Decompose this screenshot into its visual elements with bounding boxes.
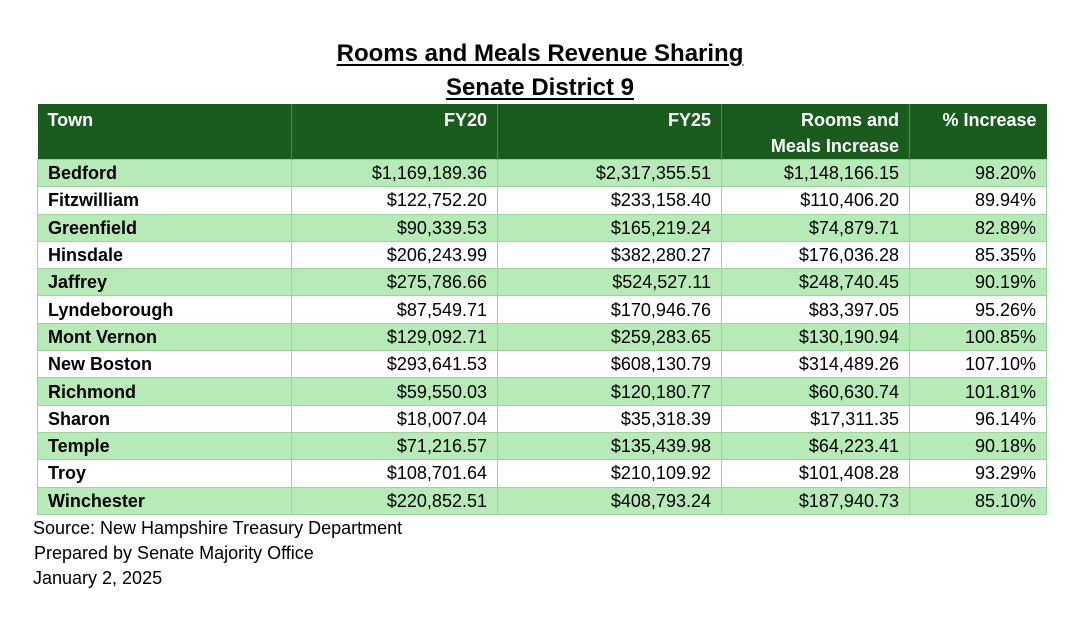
increase-cell: $187,940.73 — [721, 486, 910, 515]
fy20-cell: $87,549.71 — [291, 295, 498, 324]
fy25-cell: $259,283.65 — [497, 322, 722, 352]
increase-cell: $176,036.28 — [721, 240, 910, 270]
header-increase-line-2: Meals Increase — [770, 136, 899, 156]
table-row: Winchester $220,852.51 $408,793.24 $187,… — [37, 486, 1047, 515]
pct-cell: 85.10% — [909, 486, 1047, 515]
town-cell: New Boston — [37, 350, 292, 379]
town-cell: Troy — [37, 459, 292, 488]
increase-cell: $110,406.20 — [721, 186, 910, 215]
town-cell: Fitzwilliam — [37, 186, 292, 215]
fy25-cell: $210,109.92 — [497, 459, 722, 488]
fy25-cell: $135,439.98 — [497, 431, 722, 461]
fy25-cell: $120,180.77 — [497, 377, 722, 406]
town-cell: Jaffrey — [37, 268, 292, 297]
fy20-cell: $59,550.03 — [291, 377, 498, 406]
fy20-cell: $1,169,189.36 — [291, 158, 498, 188]
fy20-cell: $71,216.57 — [291, 431, 498, 461]
title-line-2: Senate District 9 — [445, 74, 635, 101]
pct-cell: 98.20% — [909, 158, 1047, 188]
fy20-cell: $206,243.99 — [291, 240, 498, 270]
pct-cell: 96.14% — [909, 404, 1047, 433]
table-row: Fitzwilliam $122,752.20 $233,158.40 $110… — [37, 186, 1047, 215]
fy20-cell: $18,007.04 — [291, 404, 498, 433]
table-row: Bedford $1,169,189.36 $2,317,355.51 $1,1… — [37, 158, 1047, 188]
table-row: Jaffrey $275,786.66 $524,527.11 $248,740… — [37, 268, 1047, 297]
increase-cell: $83,397.05 — [721, 295, 910, 324]
table-body: Bedford $1,169,189.36 $2,317,355.51 $1,1… — [37, 158, 1047, 515]
increase-cell: $248,740.45 — [721, 268, 910, 297]
town-cell: Hinsdale — [37, 240, 292, 270]
table-row: Lyndeborough $87,549.71 $170,946.76 $83,… — [37, 295, 1047, 324]
source-note: Source: New Hampshire Treasury Departmen… — [33, 518, 403, 538]
pct-cell: 93.29% — [909, 459, 1047, 488]
fy25-cell: $170,946.76 — [497, 295, 722, 324]
table-row: Sharon $18,007.04 $35,318.39 $17,311.35 … — [37, 404, 1047, 433]
table-row: Troy $108,701.64 $210,109.92 $101,408.28… — [37, 459, 1047, 488]
pct-cell: 101.81% — [909, 377, 1047, 406]
table-row: Richmond $59,550.03 $120,180.77 $60,630.… — [37, 377, 1047, 406]
town-cell: Mont Vernon — [37, 322, 292, 352]
table-row: New Boston $293,641.53 $608,130.79 $314,… — [37, 350, 1047, 379]
header-increase: Rooms and Meals Increase — [721, 104, 910, 160]
header-fy20: FY20 — [291, 104, 498, 160]
header-fy25: FY25 — [497, 104, 722, 160]
title-line-1: Rooms and Meals Revenue Sharing — [336, 40, 744, 67]
header-row: Town FY20 FY25 Rooms and Meals Increase … — [37, 104, 1047, 160]
increase-cell: $314,489.26 — [721, 350, 910, 379]
fy20-cell: $129,092.71 — [291, 322, 498, 352]
increase-cell: $74,879.71 — [721, 213, 910, 242]
table-row: Greenfield $90,339.53 $165,219.24 $74,87… — [37, 213, 1047, 242]
page-title: Rooms and Meals Revenue Sharing — [0, 39, 1080, 69]
date-note: January 2, 2025 — [33, 568, 163, 588]
page-subtitle: Senate District 9 — [0, 73, 1080, 103]
fy20-cell: $293,641.53 — [291, 350, 498, 379]
fy20-cell: $122,752.20 — [291, 186, 498, 215]
table-row: Temple $71,216.57 $135,439.98 $64,223.41… — [37, 431, 1047, 461]
prepared-by-note: Prepared by Senate Majority Office — [34, 543, 314, 563]
town-cell: Richmond — [37, 377, 292, 406]
increase-cell: $60,630.74 — [721, 377, 910, 406]
header-increase-line-1: Rooms and — [800, 110, 899, 130]
fy25-cell: $2,317,355.51 — [497, 158, 722, 188]
town-cell: Winchester — [37, 486, 292, 515]
pct-cell: 89.94% — [909, 186, 1047, 215]
fy25-cell: $408,793.24 — [497, 486, 722, 515]
increase-cell: $64,223.41 — [721, 431, 910, 461]
header-town: Town — [37, 104, 292, 160]
table-header: Town FY20 FY25 Rooms and Meals Increase … — [37, 104, 1047, 160]
header-pct: % Increase — [909, 104, 1047, 160]
fy20-cell: $220,852.51 — [291, 486, 498, 515]
fy20-cell: $275,786.66 — [291, 268, 498, 297]
fy25-cell: $233,158.40 — [497, 186, 722, 215]
town-cell: Bedford — [37, 158, 292, 188]
increase-cell: $1,148,166.15 — [721, 158, 910, 188]
pct-cell: 85.35% — [909, 240, 1047, 270]
revenue-table: Town FY20 FY25 Rooms and Meals Increase … — [37, 104, 1047, 515]
table-row: Hinsdale $206,243.99 $382,280.27 $176,03… — [37, 240, 1047, 270]
pct-cell: 82.89% — [909, 213, 1047, 242]
fy20-cell: $108,701.64 — [291, 459, 498, 488]
fy20-cell: $90,339.53 — [291, 213, 498, 242]
fy25-cell: $165,219.24 — [497, 213, 722, 242]
pct-cell: 107.10% — [909, 350, 1047, 379]
fy25-cell: $382,280.27 — [497, 240, 722, 270]
fy25-cell: $35,318.39 — [497, 404, 722, 433]
fy25-cell: $608,130.79 — [497, 350, 722, 379]
town-cell: Sharon — [37, 404, 292, 433]
table-row: Mont Vernon $129,092.71 $259,283.65 $130… — [37, 322, 1047, 352]
town-cell: Greenfield — [37, 213, 292, 242]
town-cell: Temple — [37, 431, 292, 461]
pct-cell: 95.26% — [909, 295, 1047, 324]
increase-cell: $17,311.35 — [721, 404, 910, 433]
fy25-cell: $524,527.11 — [497, 268, 722, 297]
pct-cell: 100.85% — [909, 322, 1047, 352]
increase-cell: $101,408.28 — [721, 459, 910, 488]
pct-cell: 90.18% — [909, 431, 1047, 461]
pct-cell: 90.19% — [909, 268, 1047, 297]
town-cell: Lyndeborough — [37, 295, 292, 324]
increase-cell: $130,190.94 — [721, 322, 910, 352]
